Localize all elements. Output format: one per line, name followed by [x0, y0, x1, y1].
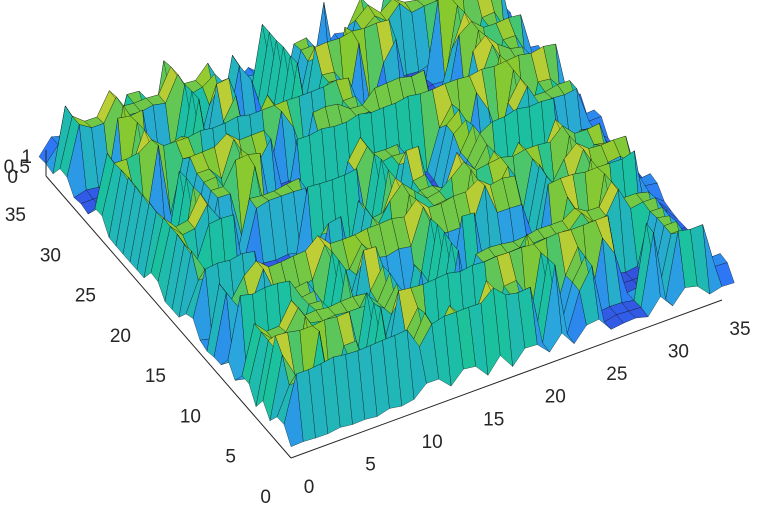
x-tick-label: 35 [729, 319, 750, 340]
y-tick-label: 5 [225, 447, 236, 468]
x-tick-label: 15 [483, 409, 504, 430]
y-tick-label: 25 [75, 286, 96, 307]
z-tick-label: 0 [7, 167, 18, 188]
axes [45, 150, 723, 459]
y-tick-label: 0 [260, 487, 271, 508]
y-tick-label: 10 [180, 406, 201, 427]
y-axis-line [45, 175, 292, 459]
x-tick-label: 20 [545, 387, 566, 408]
x-tick-label: 10 [422, 432, 443, 453]
y-tick-label: 20 [110, 326, 131, 347]
x-tick-label: 30 [668, 342, 689, 363]
z-tick-label: 1 [21, 147, 32, 168]
y-tick-label: 30 [40, 245, 61, 266]
surface-mesh [38, 0, 735, 447]
z-tick-labels: 00.51 [4, 147, 32, 188]
x-tick-label: 0 [304, 477, 315, 498]
x-tick-labels: 0 5 10 15 20 25 30 35 [304, 319, 751, 498]
x-tick-label: 25 [606, 364, 627, 385]
y-tick-label: 15 [145, 366, 166, 387]
x-axis-line [290, 299, 723, 459]
surface-face [714, 262, 735, 287]
x-tick-label: 5 [365, 454, 376, 475]
y-tick-labels: 0 5 10 15 20 25 30 35 [5, 205, 271, 508]
y-tick-label: 35 [5, 205, 26, 226]
z-tick-label: 0.5 [4, 157, 30, 178]
